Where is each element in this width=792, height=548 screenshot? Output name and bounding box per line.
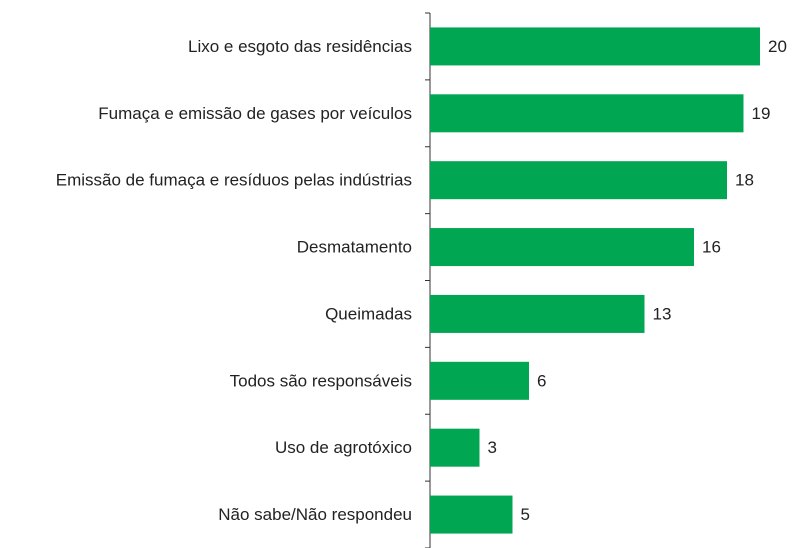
- bar: [430, 428, 480, 467]
- category-label: Uso de agrotóxico: [275, 438, 412, 457]
- value-label: 16: [702, 238, 721, 257]
- value-label: 6: [537, 371, 546, 390]
- bar: [430, 228, 694, 267]
- bar: [430, 361, 529, 400]
- value-label: 3: [488, 438, 497, 457]
- category-label: Queimadas: [325, 304, 412, 323]
- category-label: Não sabe/Não respondeu: [218, 505, 412, 524]
- category-label: Emissão de fumaça e resíduos pelas indús…: [56, 171, 412, 190]
- bar: [430, 27, 760, 66]
- category-label: Lixo e esgoto das residências: [188, 37, 412, 56]
- bar: [430, 495, 513, 534]
- value-label: 20: [768, 37, 787, 56]
- value-label: 18: [735, 171, 754, 190]
- bar: [430, 161, 727, 200]
- value-label: 13: [653, 304, 672, 323]
- category-label: Desmatamento: [297, 238, 412, 257]
- bar: [430, 294, 645, 333]
- category-label: Todos são responsáveis: [230, 371, 412, 390]
- value-label: 19: [752, 104, 771, 123]
- value-label: 5: [521, 505, 530, 524]
- bar: [430, 94, 744, 133]
- category-label: Fumaça e emissão de gases por veículos: [98, 104, 412, 123]
